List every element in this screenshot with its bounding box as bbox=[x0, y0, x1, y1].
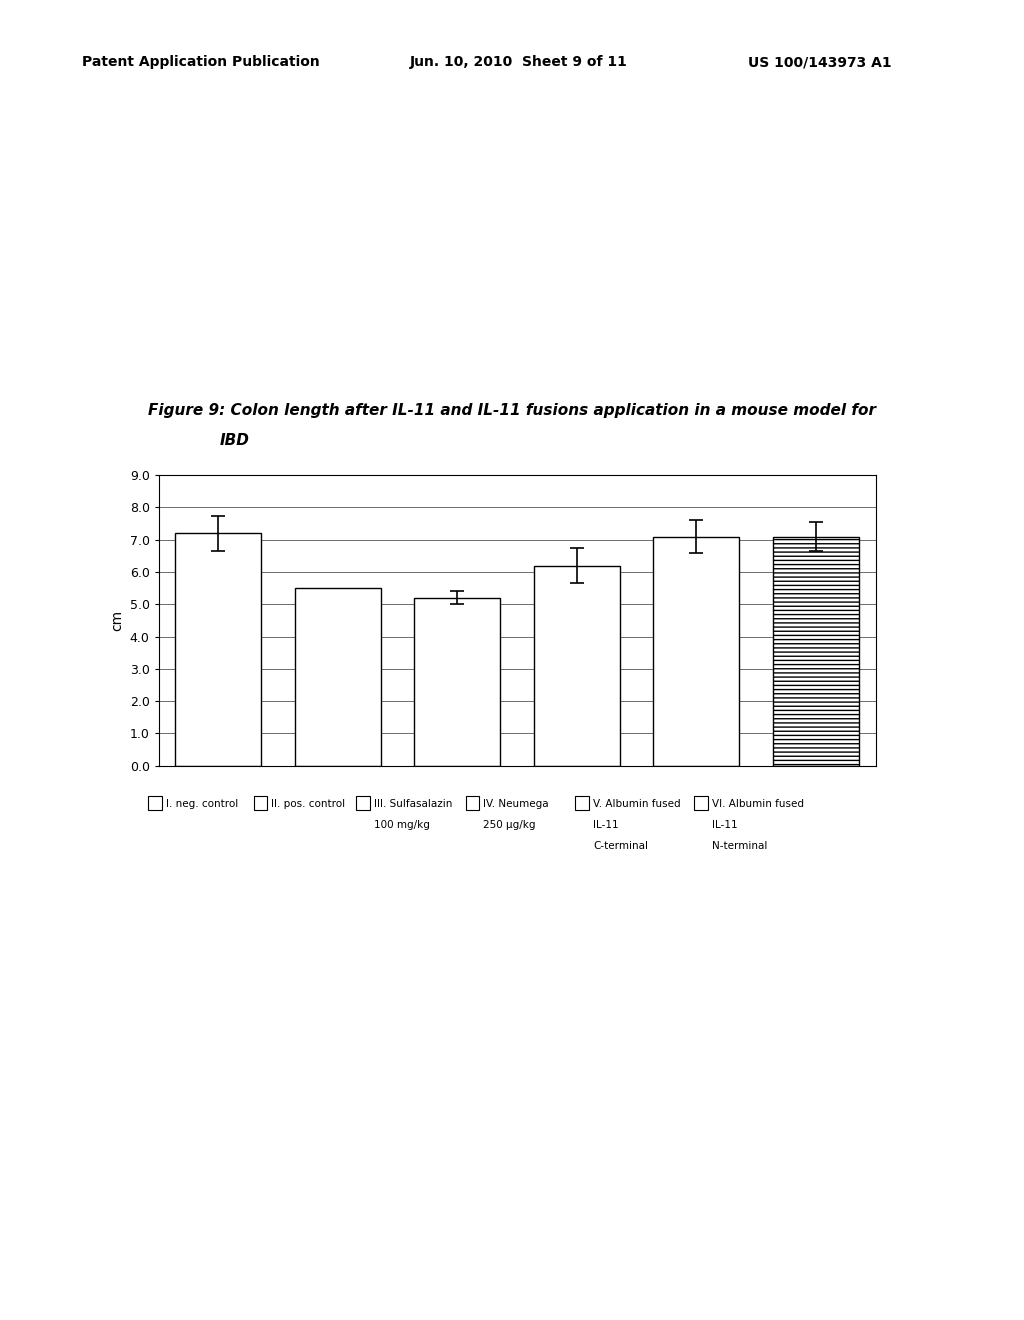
Text: Jun. 10, 2010  Sheet 9 of 11: Jun. 10, 2010 Sheet 9 of 11 bbox=[410, 55, 628, 70]
Y-axis label: cm: cm bbox=[111, 610, 124, 631]
Bar bbox=[653, 536, 739, 766]
Bar bbox=[534, 565, 620, 766]
Text: 100 mg/kg: 100 mg/kg bbox=[374, 820, 430, 830]
Bar bbox=[175, 533, 261, 766]
Text: IL-11: IL-11 bbox=[593, 820, 618, 830]
Text: VI. Albumin fused: VI. Albumin fused bbox=[712, 799, 804, 809]
Bar bbox=[295, 589, 381, 766]
Text: IL-11: IL-11 bbox=[712, 820, 737, 830]
Text: 250 µg/kg: 250 µg/kg bbox=[483, 820, 536, 830]
Text: I. neg. control: I. neg. control bbox=[166, 799, 239, 809]
Text: N-terminal: N-terminal bbox=[712, 841, 767, 851]
Text: V. Albumin fused: V. Albumin fused bbox=[593, 799, 681, 809]
Text: IBD: IBD bbox=[220, 433, 250, 447]
Text: IV. Neumega: IV. Neumega bbox=[483, 799, 549, 809]
Bar bbox=[773, 536, 859, 766]
Bar bbox=[415, 598, 501, 766]
Text: Figure 9: Colon length after IL-11 and IL-11 fusions application in a mouse mode: Figure 9: Colon length after IL-11 and I… bbox=[148, 403, 877, 417]
Text: II. pos. control: II. pos. control bbox=[271, 799, 345, 809]
Text: Patent Application Publication: Patent Application Publication bbox=[82, 55, 319, 70]
Text: C-terminal: C-terminal bbox=[593, 841, 648, 851]
Text: US 100/143973 A1: US 100/143973 A1 bbox=[748, 55, 891, 70]
Text: III. Sulfasalazin: III. Sulfasalazin bbox=[374, 799, 453, 809]
